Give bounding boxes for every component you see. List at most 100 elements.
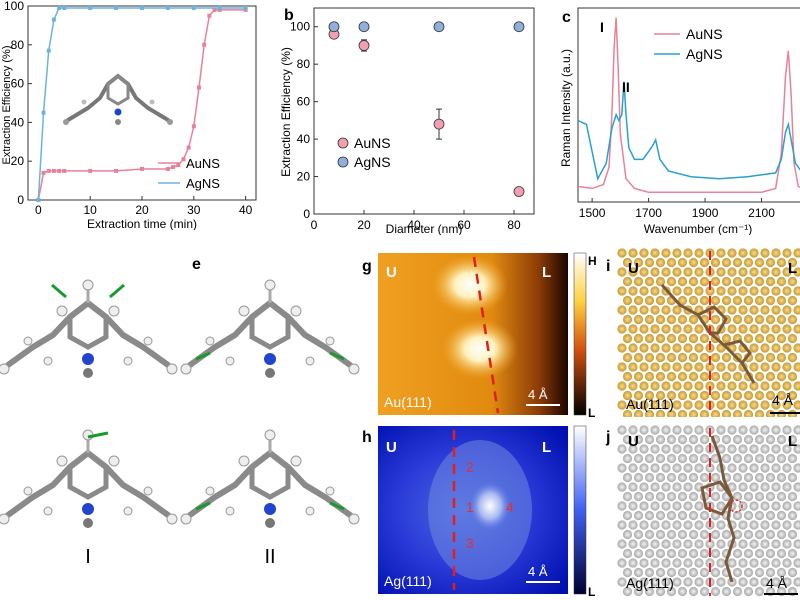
y-tick-label: 0 bbox=[303, 207, 310, 221]
panel-g-stm: g U L Au(111) 4 Å H L bbox=[362, 252, 597, 420]
panel-h-scale: 4 Å bbox=[528, 564, 548, 579]
data-point-auns bbox=[358, 40, 370, 51]
legend-auns: AuNS bbox=[354, 135, 391, 151]
panel-j-corner-l: L bbox=[788, 433, 797, 450]
colorbar-low-label: L bbox=[588, 406, 595, 420]
mode-label-ii: II bbox=[264, 546, 275, 568]
x-tick-label: 0 bbox=[35, 203, 42, 217]
y-tick-label: 40 bbox=[11, 115, 25, 129]
data-point bbox=[57, 168, 62, 173]
spectrum-auns bbox=[577, 17, 800, 194]
adsorbed-molecule-ag bbox=[700, 435, 743, 583]
panel-g-colorbar bbox=[573, 252, 587, 416]
panel-c-plot-frame bbox=[577, 7, 800, 203]
panel-a-xlabel: Extraction time (min) bbox=[87, 217, 197, 230]
molecule-mode-3 bbox=[0, 430, 177, 528]
panel-j-scale: 4 Å bbox=[766, 575, 788, 591]
data-point bbox=[217, 5, 222, 10]
panel-j-substrate: Ag(111) bbox=[626, 575, 674, 591]
x-tick-label: 40 bbox=[407, 218, 421, 232]
panel-h-letter: h bbox=[362, 429, 372, 446]
x-tick-label: 20 bbox=[357, 218, 371, 232]
panel-j-corner-u: U bbox=[628, 433, 639, 450]
panel-c-letter: c bbox=[562, 9, 571, 26]
data-point bbox=[197, 85, 201, 90]
data-point bbox=[140, 166, 144, 171]
data-point bbox=[88, 168, 93, 173]
x-tick-label: 2100 bbox=[748, 206, 775, 220]
y-tick-label: 20 bbox=[11, 154, 25, 168]
panel-e-letter: e bbox=[192, 256, 201, 273]
legend-auns: AuNS bbox=[686, 26, 723, 42]
data-point bbox=[46, 168, 51, 173]
spot-label-2: 2 bbox=[466, 459, 474, 475]
data-point bbox=[191, 5, 196, 10]
data-point-agns bbox=[328, 21, 340, 33]
panel-i-scale: 4 Å bbox=[772, 392, 794, 408]
panel-i-corner-u: U bbox=[628, 260, 639, 277]
panel-b-plot-frame bbox=[313, 7, 535, 215]
spectrum-agns bbox=[577, 81, 800, 181]
data-point bbox=[41, 110, 46, 115]
peak-label-ii: II bbox=[622, 79, 630, 95]
x-tick-label: 10 bbox=[84, 203, 98, 217]
y-tick-label: 100 bbox=[290, 20, 310, 34]
panel-h-colorbar bbox=[573, 425, 587, 595]
spot-label-3: 3 bbox=[466, 535, 474, 551]
data-point bbox=[46, 48, 51, 53]
data-point bbox=[165, 166, 170, 171]
x-tick-label: 1900 bbox=[692, 206, 719, 220]
data-point bbox=[36, 198, 41, 202]
data-point-agns bbox=[513, 21, 525, 33]
data-point bbox=[114, 168, 119, 173]
y-tick-label: 80 bbox=[11, 38, 25, 52]
panel-b-legend: AuNS AgNS bbox=[337, 135, 391, 170]
data-point-auns bbox=[433, 118, 445, 130]
data-point bbox=[243, 5, 248, 10]
legend-agns: AgNS bbox=[686, 46, 723, 62]
x-tick-label: 1500 bbox=[579, 206, 606, 220]
panel-c-xlabel: Wavenumber (cm⁻¹) bbox=[644, 222, 753, 235]
panel-c-chart: c Raman Intensity (a.u.) 1500 1700 1900 210… bbox=[559, 7, 800, 235]
panel-j-model: j U L Ag(111) 4 Å bbox=[605, 425, 800, 597]
data-point bbox=[88, 5, 93, 10]
panel-a-xticks: 0 10 20 30 40 bbox=[35, 196, 253, 217]
x-tick-label: 80 bbox=[507, 218, 521, 232]
x-tick-label: 30 bbox=[187, 203, 201, 217]
data-point bbox=[191, 124, 196, 129]
spot-label-1: 1 bbox=[466, 499, 474, 515]
panel-i-letter: i bbox=[606, 258, 610, 275]
data-point bbox=[41, 170, 46, 175]
x-tick-label: 1700 bbox=[635, 206, 662, 220]
x-tick-label: 40 bbox=[239, 203, 253, 217]
data-point bbox=[165, 5, 170, 10]
data-point bbox=[171, 165, 176, 170]
panel-g-letter: g bbox=[362, 258, 372, 275]
panel-i-model: i U L Au(111) 4 Å bbox=[606, 248, 800, 417]
panel-h-corner-l: L bbox=[542, 439, 551, 456]
legend-agns: AgNS bbox=[186, 176, 220, 191]
panel-c-ylabel: Raman Intensity (a.u.) bbox=[559, 49, 573, 167]
panel-a-ylabel: Extraction Efficiency (%) bbox=[1, 45, 13, 164]
panel-g-corner-l: L bbox=[542, 264, 551, 281]
data-point bbox=[212, 7, 217, 12]
data-point bbox=[176, 163, 181, 168]
data-point bbox=[62, 5, 67, 10]
panel-g-corner-u: U bbox=[386, 264, 397, 281]
molecule-inset bbox=[63, 73, 173, 125]
y-tick-label: 60 bbox=[297, 95, 311, 109]
peak-label-i: I bbox=[600, 19, 604, 35]
data-point bbox=[186, 145, 191, 150]
colorbar-high-label: H bbox=[588, 254, 597, 268]
panel-j-letter: j bbox=[605, 429, 610, 446]
data-point bbox=[51, 17, 56, 22]
y-tick-label: 100 bbox=[4, 0, 24, 13]
panel-i-corner-l: L bbox=[788, 260, 797, 277]
y-tick-label: 40 bbox=[297, 132, 311, 146]
data-point-agns bbox=[358, 21, 370, 33]
panel-h-stm: h 2 1 4 3 U L Ag(111) 4 Å L bbox=[362, 425, 595, 599]
data-point bbox=[207, 13, 212, 18]
data-point bbox=[181, 157, 186, 162]
panel-g-substrate: Au(111) bbox=[384, 394, 432, 410]
panel-b-ylabel: Extraction Efficiency (%) bbox=[279, 47, 293, 177]
